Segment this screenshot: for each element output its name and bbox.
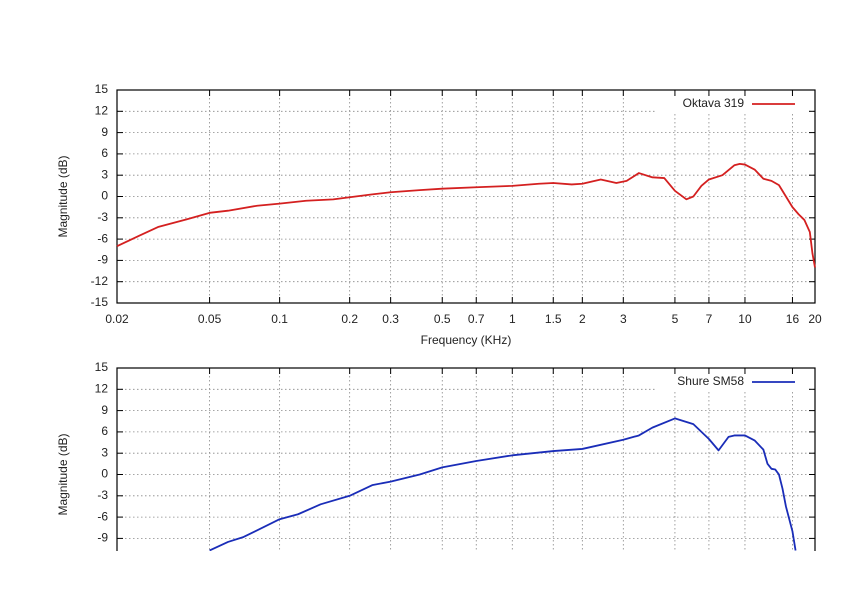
y-tick-label: -6: [97, 509, 108, 523]
y-tick-label: 12: [95, 103, 109, 117]
y-tick-label: 12: [95, 381, 109, 395]
y-tick-label: 0: [101, 467, 108, 481]
y-tick-label: 15: [95, 360, 109, 374]
x-tick-label: 0.02: [105, 312, 129, 326]
y-tick-label: -6: [97, 231, 108, 245]
x-tick-label: 0.05: [198, 312, 222, 326]
y-tick-label: 9: [101, 125, 108, 139]
y-axis-label: Magnitude (dB): [56, 433, 70, 515]
legend-box: [657, 374, 807, 390]
legend-label: Oktava 319: [683, 96, 745, 110]
x-tick-label: 10: [738, 312, 752, 326]
x-tick-label: 0.3: [382, 312, 399, 326]
y-tick-label: -12: [91, 274, 109, 288]
y-tick-label: -15: [91, 295, 109, 309]
figure: 0.02 0.05 0.1 0.2 0.3 0.5 0.7 1 1.5 2 3 5 7 10 16 20151…: [56, 82, 822, 551]
x-tick-label: 20: [808, 312, 822, 326]
x-tick-label: 2: [579, 312, 586, 326]
y-tick-label: -9: [97, 253, 108, 267]
y-tick-label: 6: [101, 424, 108, 438]
x-tick-label: 0.2: [341, 312, 358, 326]
y-tick-label: 3: [101, 167, 108, 181]
y-tick-label: -3: [97, 488, 108, 502]
x-tick-label: 5: [672, 312, 679, 326]
y-tick-label: -3: [97, 210, 108, 224]
data-line: [209, 417, 797, 551]
plot-frame: [116, 89, 816, 304]
x-tick-label: 0.5: [434, 312, 451, 326]
x-tick-label: 0.7: [468, 312, 485, 326]
legend-label: Shure SM58: [677, 374, 744, 388]
x-tick-label: 1: [509, 312, 516, 326]
y-tick-label: 6: [101, 146, 108, 160]
y-tick-label: -9: [97, 531, 108, 545]
x-tick-label: 16: [786, 312, 800, 326]
y-tick-label: 3: [101, 445, 108, 459]
legend-box: [657, 96, 807, 112]
y-tick-label: 9: [101, 403, 108, 417]
y-tick-label: 0: [101, 189, 108, 203]
x-tick-label: 7: [706, 312, 713, 326]
chart: 0.02 0.05 0.1 0.2 0.3 0.5 0.7 1 1.5 2 3 5 7 10 16 20 15 1…: [56, 82, 822, 347]
data-line: [116, 162, 816, 268]
x-tick-label: 3: [620, 312, 627, 326]
y-tick-label: 15: [95, 82, 109, 96]
x-tick-label: 1.5: [545, 312, 562, 326]
chart: 15 12 9 6 3 0 -3 -6 -9 Magnitude (dB) Shure SM58: [56, 360, 816, 551]
x-tick-label: 0.1: [271, 312, 288, 326]
y-axis-label: Magnitude (dB): [56, 155, 70, 237]
x-axis-label: Frequency (KHz): [421, 333, 512, 347]
plot-frame: [116, 367, 816, 551]
